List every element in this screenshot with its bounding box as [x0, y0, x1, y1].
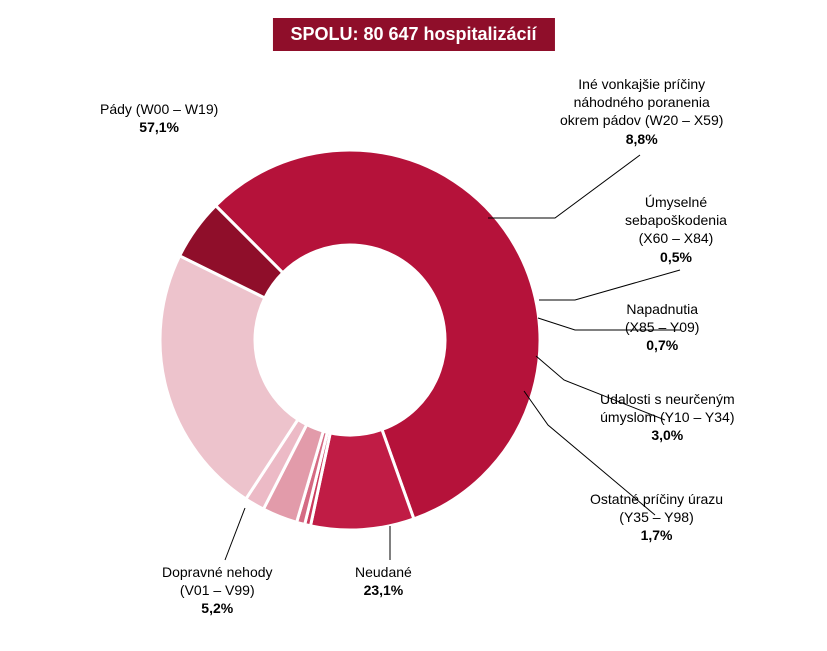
- label-neudane: Neudané23,1%: [355, 563, 412, 599]
- label-ine: Iné vonkajšie príčinynáhodného poranenia…: [560, 75, 723, 148]
- label-sebaposk: Úmyselnésebapoškodenia(X60 – X84)0,5%: [625, 193, 727, 266]
- donut-chart-container: SPOLU: 80 647 hospitalizácií Pády (W00 –…: [0, 0, 827, 651]
- leader-dopravne: [225, 508, 245, 560]
- label-dopravne: Dopravné nehody(V01 – V99)5,2%: [162, 563, 273, 618]
- label-pady: Pády (W00 – W19)57,1%: [100, 100, 218, 136]
- label-napad: Napadnutia(X85 – Y09)0,7%: [625, 300, 699, 355]
- label-ostatne: Ostatné príčiny úrazu(Y35 – Y98)1,7%: [590, 490, 723, 545]
- leader-ine: [488, 155, 640, 218]
- leader-sebaposk: [539, 270, 680, 300]
- label-neurcene: Udalosti s neurčenýmúmyslom (Y10 – Y34)3…: [600, 390, 735, 445]
